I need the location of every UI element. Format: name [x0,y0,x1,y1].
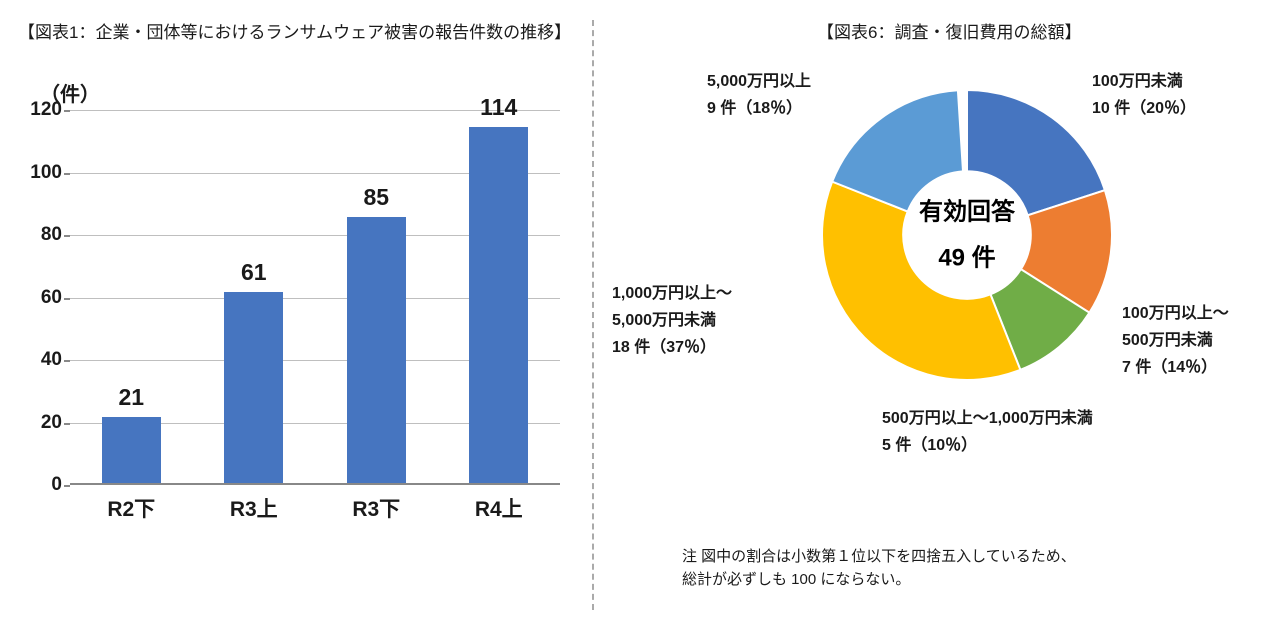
x-tick-label: R3下 [352,493,400,523]
y-tick-mark [64,173,70,175]
seg-label-l2: 10 件（20％） [1092,100,1196,117]
seg-label-l3: 18 件（37％） [612,339,716,356]
x-tick-label: R3上 [230,493,278,523]
seg-label-l1: 1,000万円以上～ [612,285,732,302]
donut-segment-label: 1,000万円以上～ 5,000万円未満 18 件（37％） [612,280,732,362]
seg-label-l1: 100万円未満 [1092,73,1183,90]
bar-value-label: 21 [118,384,144,411]
bar-value-label: 114 [480,94,517,121]
bar: 61 [224,292,283,483]
seg-label-l2: 9 件（18％） [707,100,802,117]
footnote-line1: 注 図中の割合は小数第１位以下を四捨五入しているため、 [682,548,1076,565]
y-tick-mark [64,110,70,112]
seg-label-l2: 5 件（10％） [882,437,977,454]
y-tick-label: 20 [41,412,62,434]
footnote: 注 図中の割合は小数第１位以下を四捨五入しているため、 総計が必ずしも 100 … [682,545,1076,592]
y-tick-label: 0 [51,474,62,496]
right-panel: 【図表6：調査・復旧費用の総額】 有効回答 49 件 100万円未満 10 件（2… [592,0,1280,630]
y-tick-label: 60 [41,287,62,309]
y-tick-mark [64,423,70,425]
left-title: 【図表1：企業・団体等におけるランサムウェア被害の報告件数の推移】 [18,18,571,43]
donut-center-line1: 有効回答 [919,189,1015,235]
donut-center-line2: 49 件 [919,235,1015,281]
seg-label-l3: 7 件（14％） [1122,359,1217,376]
seg-label-l2: 5,000万円未満 [612,312,716,329]
footnote-line2: 総計が必ずしも 100 にならない。 [682,571,910,588]
seg-label-l1: 500万円以上～1,000万円未満 [882,410,1093,427]
donut-segment-label: 100万円以上～ 500万円未満 7 件（14％） [1122,300,1229,382]
plot-area: 02040608010012021R2下61R3上85R3下114R4上 [70,110,560,485]
seg-label-l1: 5,000万円以上 [707,73,811,90]
seg-label-l2: 500万円未満 [1122,332,1213,349]
bar: 21 [102,417,161,483]
y-tick-mark [64,298,70,300]
donut-chart: 有効回答 49 件 [822,90,1112,380]
y-tick-mark [64,485,70,487]
bar-value-label: 61 [241,259,267,286]
y-tick-label: 100 [30,162,62,184]
y-tick-mark [64,360,70,362]
y-tick-mark [64,235,70,237]
bar: 85 [347,217,406,483]
seg-label-l1: 100万円以上～ [1122,305,1229,322]
right-title: 【図表6：調査・復旧費用の総額】 [817,18,1081,43]
donut-center-label: 有効回答 49 件 [919,189,1015,280]
y-tick-label: 40 [41,349,62,371]
left-panel: 【図表1：企業・団体等におけるランサムウェア被害の報告件数の推移】 （件） 02… [0,0,592,630]
y-tick-label: 80 [41,224,62,246]
bar: 114 [469,127,528,483]
donut-segment-label: 5,000万円以上 9 件（18％） [707,68,811,122]
donut-segment-label: 100万円未満 10 件（20％） [1092,68,1196,122]
x-tick-label: R4上 [475,493,523,523]
y-tick-label: 120 [30,99,62,121]
bar-chart: 02040608010012021R2下61R3上85R3下114R4上 [70,110,560,485]
donut-segment-label: 500万円以上～1,000万円未満 5 件（10％） [882,405,1093,459]
x-tick-label: R2下 [107,493,155,523]
bar-value-label: 85 [363,184,389,211]
